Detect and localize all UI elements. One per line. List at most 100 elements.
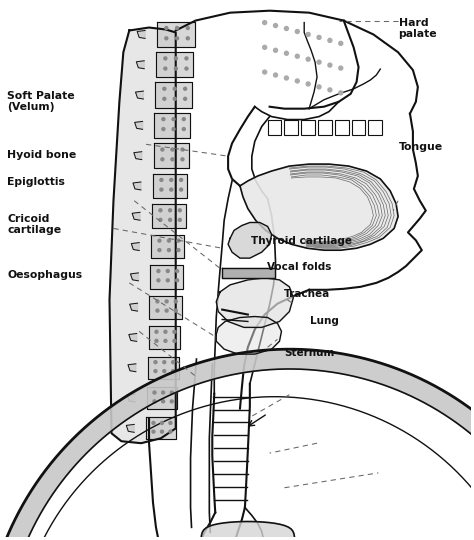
Circle shape — [152, 430, 155, 433]
Bar — [301, 119, 315, 136]
Circle shape — [183, 97, 187, 100]
Circle shape — [339, 42, 343, 45]
Text: Oesophagus: Oesophagus — [8, 271, 82, 280]
Circle shape — [328, 63, 332, 67]
Circle shape — [172, 369, 174, 373]
Circle shape — [176, 269, 179, 273]
Circle shape — [165, 26, 168, 30]
Polygon shape — [0, 349, 474, 540]
Circle shape — [153, 400, 156, 403]
Polygon shape — [146, 417, 176, 439]
Polygon shape — [155, 113, 190, 138]
Circle shape — [273, 24, 277, 28]
Text: Vocal folds: Vocal folds — [267, 262, 332, 272]
Polygon shape — [135, 122, 143, 129]
Polygon shape — [130, 303, 137, 311]
Bar — [268, 119, 282, 136]
Circle shape — [183, 87, 187, 90]
Polygon shape — [128, 364, 136, 372]
Polygon shape — [155, 83, 191, 107]
Circle shape — [306, 57, 310, 61]
Bar — [284, 119, 298, 136]
Circle shape — [185, 67, 188, 70]
Bar — [352, 119, 365, 136]
Circle shape — [169, 421, 172, 424]
Circle shape — [175, 26, 179, 30]
Circle shape — [161, 158, 164, 161]
Circle shape — [165, 300, 168, 303]
Circle shape — [175, 37, 179, 40]
Circle shape — [157, 269, 160, 273]
Circle shape — [162, 391, 164, 394]
Text: Hard
palate: Hard palate — [399, 18, 437, 39]
Circle shape — [170, 400, 173, 403]
Circle shape — [155, 330, 158, 333]
Polygon shape — [126, 424, 134, 433]
Circle shape — [158, 239, 161, 242]
Circle shape — [176, 279, 179, 282]
Circle shape — [169, 218, 172, 221]
Circle shape — [284, 26, 288, 30]
Text: Lung: Lung — [310, 316, 338, 326]
Circle shape — [155, 339, 158, 342]
Circle shape — [161, 421, 164, 424]
Circle shape — [169, 209, 172, 212]
Polygon shape — [240, 164, 398, 250]
Circle shape — [164, 67, 167, 70]
Circle shape — [317, 60, 321, 64]
Polygon shape — [153, 174, 187, 198]
Circle shape — [295, 30, 299, 33]
Polygon shape — [151, 235, 184, 258]
Circle shape — [169, 430, 172, 433]
Circle shape — [328, 38, 332, 42]
Circle shape — [317, 85, 321, 89]
Polygon shape — [148, 356, 179, 379]
Circle shape — [173, 330, 176, 333]
Circle shape — [273, 48, 277, 52]
Circle shape — [164, 339, 167, 342]
Circle shape — [295, 79, 299, 83]
Polygon shape — [149, 296, 182, 319]
Bar — [335, 119, 349, 136]
Polygon shape — [133, 182, 141, 190]
Circle shape — [154, 369, 157, 373]
Text: Sternum: Sternum — [284, 348, 334, 358]
Polygon shape — [147, 387, 177, 409]
Circle shape — [160, 188, 163, 191]
Polygon shape — [137, 61, 144, 69]
Circle shape — [164, 57, 167, 60]
Polygon shape — [137, 30, 145, 38]
Circle shape — [174, 300, 177, 303]
Text: Epiglottis: Epiglottis — [8, 177, 65, 187]
Circle shape — [306, 32, 310, 36]
Circle shape — [182, 127, 185, 131]
Circle shape — [166, 269, 169, 273]
Circle shape — [273, 73, 277, 77]
Circle shape — [186, 26, 189, 30]
Circle shape — [173, 87, 176, 90]
Circle shape — [162, 400, 164, 403]
Circle shape — [263, 45, 267, 49]
Circle shape — [166, 279, 169, 282]
Circle shape — [172, 127, 175, 131]
Circle shape — [177, 239, 180, 242]
Circle shape — [180, 178, 182, 181]
Circle shape — [328, 88, 332, 92]
Circle shape — [171, 148, 174, 151]
Text: Cricoid
cartilage: Cricoid cartilage — [8, 214, 62, 235]
Circle shape — [162, 118, 165, 120]
Circle shape — [160, 178, 163, 181]
Circle shape — [164, 330, 167, 333]
Circle shape — [339, 91, 343, 95]
Circle shape — [161, 148, 164, 151]
Polygon shape — [130, 273, 138, 281]
Circle shape — [170, 391, 173, 394]
Polygon shape — [157, 22, 194, 48]
Circle shape — [174, 57, 177, 60]
Polygon shape — [150, 265, 183, 288]
Circle shape — [263, 21, 267, 24]
Polygon shape — [129, 334, 137, 341]
Circle shape — [163, 361, 166, 363]
Circle shape — [284, 76, 288, 80]
Circle shape — [295, 54, 299, 58]
